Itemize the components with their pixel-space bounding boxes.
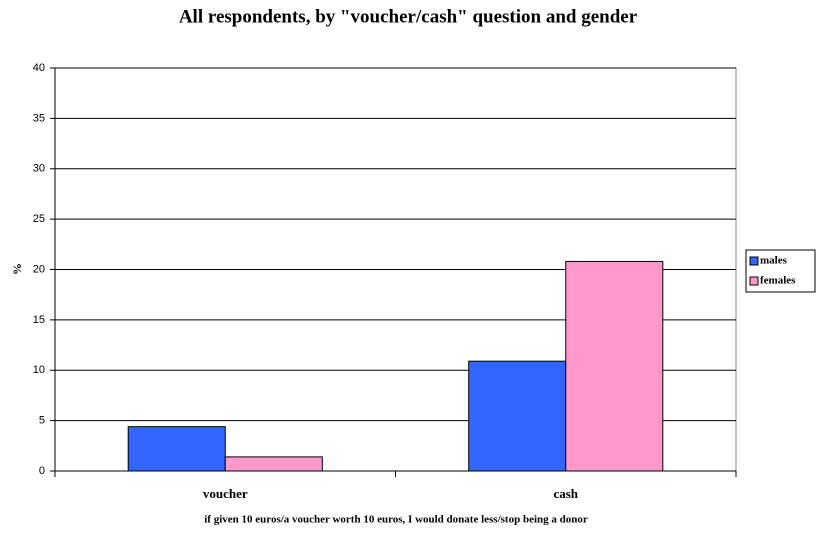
legend-swatch: [749, 276, 759, 286]
x-axis-label: if given 10 euros/a voucher worth 10 eur…: [204, 514, 588, 526]
y-axis-label: %: [10, 263, 24, 275]
legend-label: females: [760, 275, 796, 287]
legend-swatch: [749, 256, 759, 266]
x-tick-label: voucher: [203, 486, 248, 501]
y-tick-label: 25: [33, 213, 45, 225]
bar: [565, 260, 664, 472]
bar: [468, 360, 567, 472]
y-tick-label: 35: [33, 112, 45, 124]
x-tick-label: cash: [553, 486, 578, 501]
y-tick-label: 15: [33, 314, 45, 326]
chart-title: All respondents, by "voucher/cash" quest…: [179, 6, 638, 27]
y-tick-label: 0: [39, 465, 45, 477]
y-tick-label: 30: [33, 163, 45, 175]
y-tick-label: 10: [33, 364, 45, 376]
bar: [127, 426, 226, 472]
y-tick-label: 5: [39, 415, 45, 427]
y-tick-label: 40: [33, 62, 45, 74]
legend-label: males: [760, 255, 788, 267]
y-tick-label: 20: [33, 263, 45, 275]
bar: [224, 456, 323, 472]
